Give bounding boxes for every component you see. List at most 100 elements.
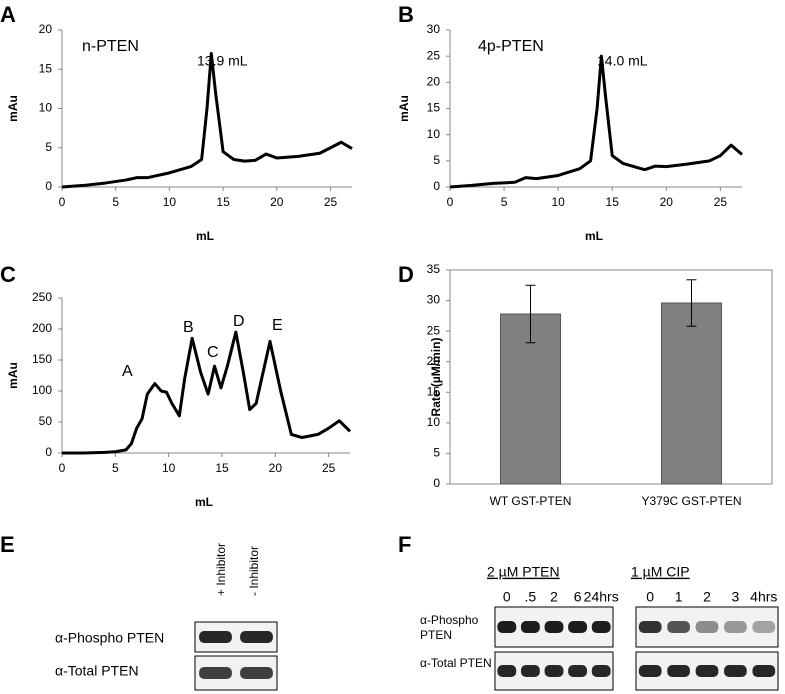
y-tick-label: 10: [39, 101, 53, 115]
y-tick-label: 0: [433, 179, 440, 193]
panel-letter: F: [398, 532, 411, 557]
band: [544, 665, 564, 677]
band: [667, 621, 690, 633]
lane-label: 2: [550, 589, 558, 605]
band: [638, 621, 662, 633]
y-tick-label: 5: [433, 153, 440, 167]
y-tick-label: 20: [427, 75, 441, 89]
group-title: 1 µM CIP: [631, 564, 690, 580]
trace: [62, 330, 352, 455]
lane-label: 3: [732, 589, 740, 605]
x-tick-label: 10: [162, 461, 176, 475]
lane-label: 0: [503, 589, 511, 605]
x-tick-label: 15: [216, 195, 230, 209]
annotation: 13.9 mL: [197, 53, 248, 69]
y-tick-label: 0: [45, 445, 52, 459]
y-tick-label: 50: [39, 414, 53, 428]
y-tick-label: 35: [427, 262, 441, 276]
x-tick-label: 20: [270, 195, 284, 209]
x-tick-label: 10: [163, 195, 177, 209]
lane-label: .5: [525, 589, 537, 605]
trace: [449, 54, 743, 189]
y-axis-label: mAu: [6, 95, 20, 122]
annotation: D: [233, 313, 245, 330]
lane-label: 2: [703, 589, 711, 605]
band: [199, 667, 232, 679]
annotation: B: [183, 319, 194, 336]
band: [695, 665, 719, 677]
x-tick-label: 25: [322, 461, 336, 475]
lane-label: 4hrs: [750, 589, 777, 605]
lane-label: 24hrs: [584, 589, 619, 605]
x-tick-label: 5: [112, 461, 119, 475]
x-axis-label: mL: [585, 229, 603, 243]
y-tick-label: 250: [32, 290, 52, 304]
x-tick-label: 10: [551, 195, 565, 209]
x-tick-label: 5: [501, 195, 508, 209]
panel-letter: B: [398, 2, 414, 27]
band: [520, 665, 540, 677]
band: [695, 621, 719, 633]
x-tick-label: 5: [112, 195, 119, 209]
annotation: C: [207, 344, 219, 361]
y-tick-label: 20: [39, 22, 53, 36]
y-tick-label: 5: [45, 140, 52, 154]
band: [497, 621, 517, 633]
lane-label: 0: [646, 589, 654, 605]
band: [724, 665, 747, 677]
y-tick-label: 15: [427, 384, 441, 398]
band: [667, 665, 690, 677]
x-tick-label: 15: [215, 461, 229, 475]
y-tick-label: 25: [427, 48, 441, 62]
x-tick-label: 0: [447, 195, 454, 209]
y-tick-label: 0: [45, 179, 52, 193]
lane-label: 6: [574, 589, 582, 605]
band: [240, 631, 273, 643]
annotation: n-PTEN: [82, 38, 139, 55]
lane-label: 1: [675, 589, 683, 605]
y-tick-label: 30: [427, 22, 441, 36]
y-tick-label: 30: [427, 293, 441, 307]
x-tick-label: 0: [59, 195, 66, 209]
band: [591, 665, 611, 677]
x-tick-label: 20: [269, 461, 283, 475]
band: [724, 621, 747, 633]
row-label: α-Total PTEN: [420, 656, 492, 670]
band: [752, 621, 776, 633]
panel-letter: A: [0, 2, 16, 27]
y-tick-label: 5: [433, 446, 440, 460]
y-tick-label: 15: [427, 101, 441, 115]
y-tick-label: 20: [427, 354, 441, 368]
y-tick-label: 25: [427, 323, 441, 337]
x-axis-label: mL: [195, 495, 213, 509]
y-axis-label: Rate (µM/min): [429, 338, 443, 417]
band: [752, 665, 776, 677]
annotation: A: [122, 363, 133, 380]
y-axis-label: mAu: [397, 95, 411, 122]
y-tick-label: 15: [39, 61, 53, 75]
band: [240, 667, 273, 679]
x-tick-label: 25: [714, 195, 728, 209]
column-label: - Inhibitor: [247, 546, 261, 596]
trace: [61, 52, 353, 189]
y-tick-label: 200: [32, 321, 52, 335]
band: [544, 621, 564, 633]
y-tick-label: 10: [427, 415, 441, 429]
panel-letter: D: [398, 262, 414, 287]
band: [591, 621, 611, 633]
group-title: 2 µM PTEN: [487, 564, 560, 580]
x-tick-label: 25: [324, 195, 338, 209]
plot-frame: [449, 269, 773, 485]
annotation: 14.0 mL: [597, 53, 648, 69]
band: [199, 631, 232, 643]
x-tick-label: 0: [59, 461, 66, 475]
row-label: α-Phospho PTEN: [420, 613, 479, 642]
y-tick-label: 10: [427, 127, 441, 141]
y-tick-label: 150: [32, 352, 52, 366]
bar: [661, 302, 722, 485]
band: [520, 621, 540, 633]
band: [638, 665, 662, 677]
row-label: α-Total PTEN: [55, 663, 139, 679]
panel-letter: C: [0, 262, 16, 287]
